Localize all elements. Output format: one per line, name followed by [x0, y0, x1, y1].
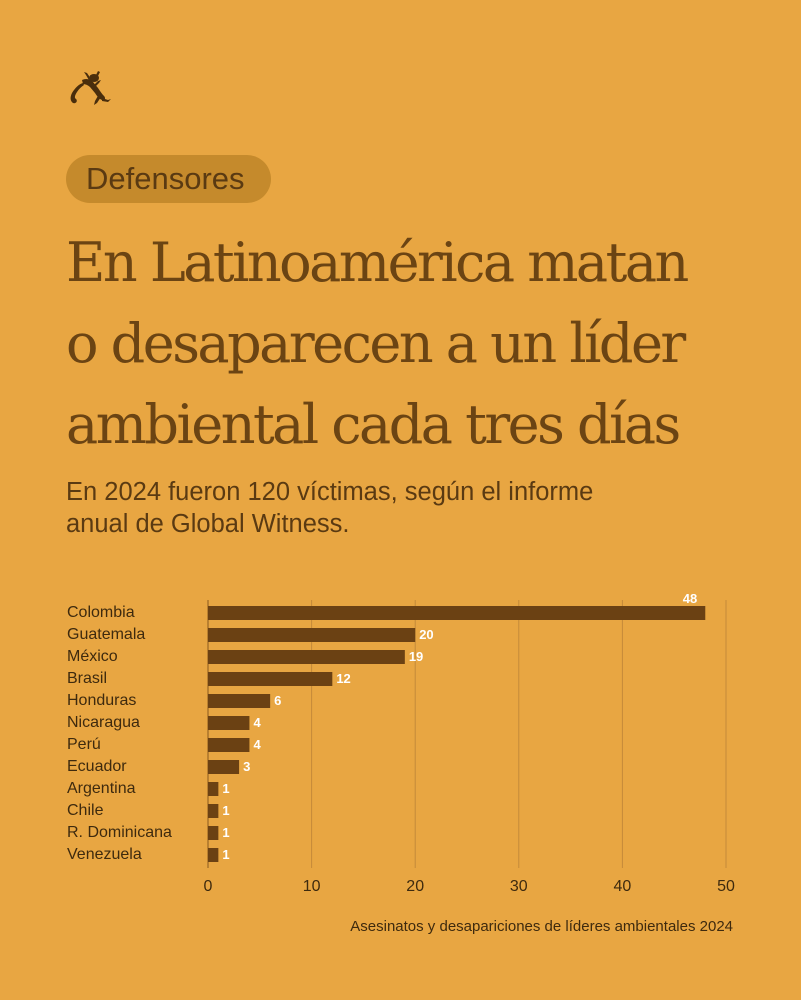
- x-tick-label: 20: [406, 878, 424, 895]
- category-tag: Defensores: [66, 155, 271, 203]
- value-label: 6: [274, 693, 281, 708]
- category-label: Brasil: [67, 670, 107, 687]
- x-tick-label: 10: [303, 878, 321, 895]
- x-axis-label: Asesinatos y desapariciones de líderes a…: [350, 918, 733, 935]
- value-label: 4: [253, 715, 261, 730]
- category-label: Perú: [67, 736, 101, 753]
- bar: [208, 848, 219, 862]
- value-label: 1: [222, 825, 229, 840]
- category-label: Colombia: [67, 604, 135, 621]
- value-label: 48: [683, 591, 697, 606]
- x-tick-label: 0: [204, 878, 213, 895]
- category-label: Nicaragua: [67, 714, 140, 731]
- bar: [208, 694, 271, 708]
- page-title: En Latinoamérica matan o desaparecen a u…: [66, 222, 766, 465]
- bar: [208, 782, 219, 796]
- category-label: Venezuela: [67, 846, 142, 863]
- x-tick-label: 30: [510, 878, 528, 895]
- bar: [208, 606, 706, 620]
- bar: [208, 738, 250, 752]
- value-label: 19: [409, 649, 423, 664]
- value-label: 1: [222, 781, 229, 796]
- gecko-icon: [70, 71, 111, 105]
- value-label: 12: [336, 671, 350, 686]
- bar: [208, 628, 416, 642]
- x-tick-label: 50: [717, 878, 735, 895]
- bar: [208, 804, 219, 818]
- category-label: R. Dominicana: [67, 824, 172, 841]
- subtitle-line-2: anual de Global Witness.: [66, 510, 350, 538]
- value-label: 3: [243, 759, 250, 774]
- headline-line-3: ambiental cada tres días: [66, 393, 681, 456]
- category-label: Guatemala: [67, 626, 145, 643]
- bar: [208, 672, 333, 686]
- bar: [208, 826, 219, 840]
- value-label: 20: [419, 627, 433, 642]
- bar: [208, 716, 250, 730]
- value-label: 1: [222, 803, 229, 818]
- subtitle: En 2024 fueron 120 víctimas, según el in…: [66, 476, 746, 540]
- bar: [208, 650, 405, 664]
- category-label: México: [67, 648, 118, 665]
- category-label: Chile: [67, 802, 104, 819]
- x-tick-label: 40: [614, 878, 632, 895]
- subtitle-line-1: En 2024 fueron 120 víctimas, según el in…: [66, 478, 594, 506]
- value-label: 1: [222, 847, 229, 862]
- headline-line-1: En Latinoamérica matan: [66, 231, 689, 294]
- bar: [208, 760, 240, 774]
- value-label: 4: [253, 737, 261, 752]
- headline-line-2: o desaparecen a un líder: [66, 312, 686, 375]
- category-label: Argentina: [67, 780, 136, 797]
- category-label: Ecuador: [67, 758, 127, 775]
- category-label: Honduras: [67, 692, 136, 709]
